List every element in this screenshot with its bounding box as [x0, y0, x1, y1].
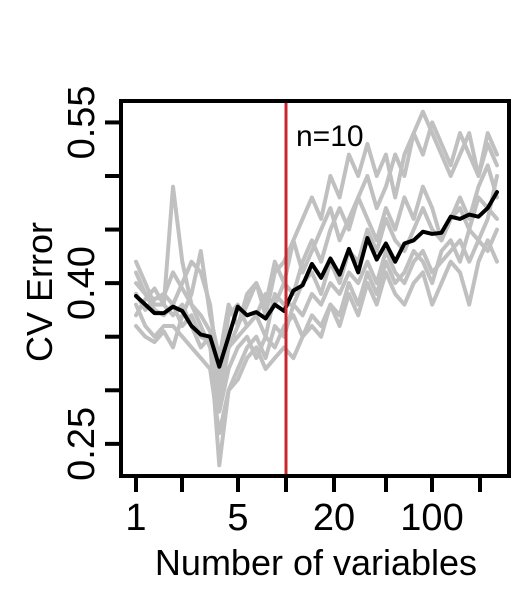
x-axis: 1 5 20 100	[125, 476, 482, 539]
y-axis: 0.25 0.40 0.55	[61, 85, 121, 481]
y-tick-label: 0.40	[61, 246, 103, 320]
n10-annotation: n=10	[296, 120, 364, 153]
x-tick-label: 1	[125, 497, 146, 539]
y-tick-label: 0.25	[61, 407, 103, 481]
series-line-fold-6	[134, 120, 499, 382]
x-tick-label: 20	[313, 497, 355, 539]
y-tick-label: 0.55	[61, 85, 103, 159]
y-axis-title: CV Error	[19, 222, 60, 362]
series-line-average	[134, 190, 499, 369]
x-tick-label: 5	[227, 497, 248, 539]
series-layer	[134, 109, 499, 468]
series-line-fold-3	[134, 238, 499, 436]
series-line-fold-1	[134, 109, 499, 393]
x-tick-label: 100	[400, 497, 463, 539]
series-line-fold-7	[134, 174, 499, 414]
x-axis-title: Number of variables	[155, 542, 477, 583]
series-line-fold-5	[134, 163, 499, 361]
plot-frame	[119, 99, 511, 478]
